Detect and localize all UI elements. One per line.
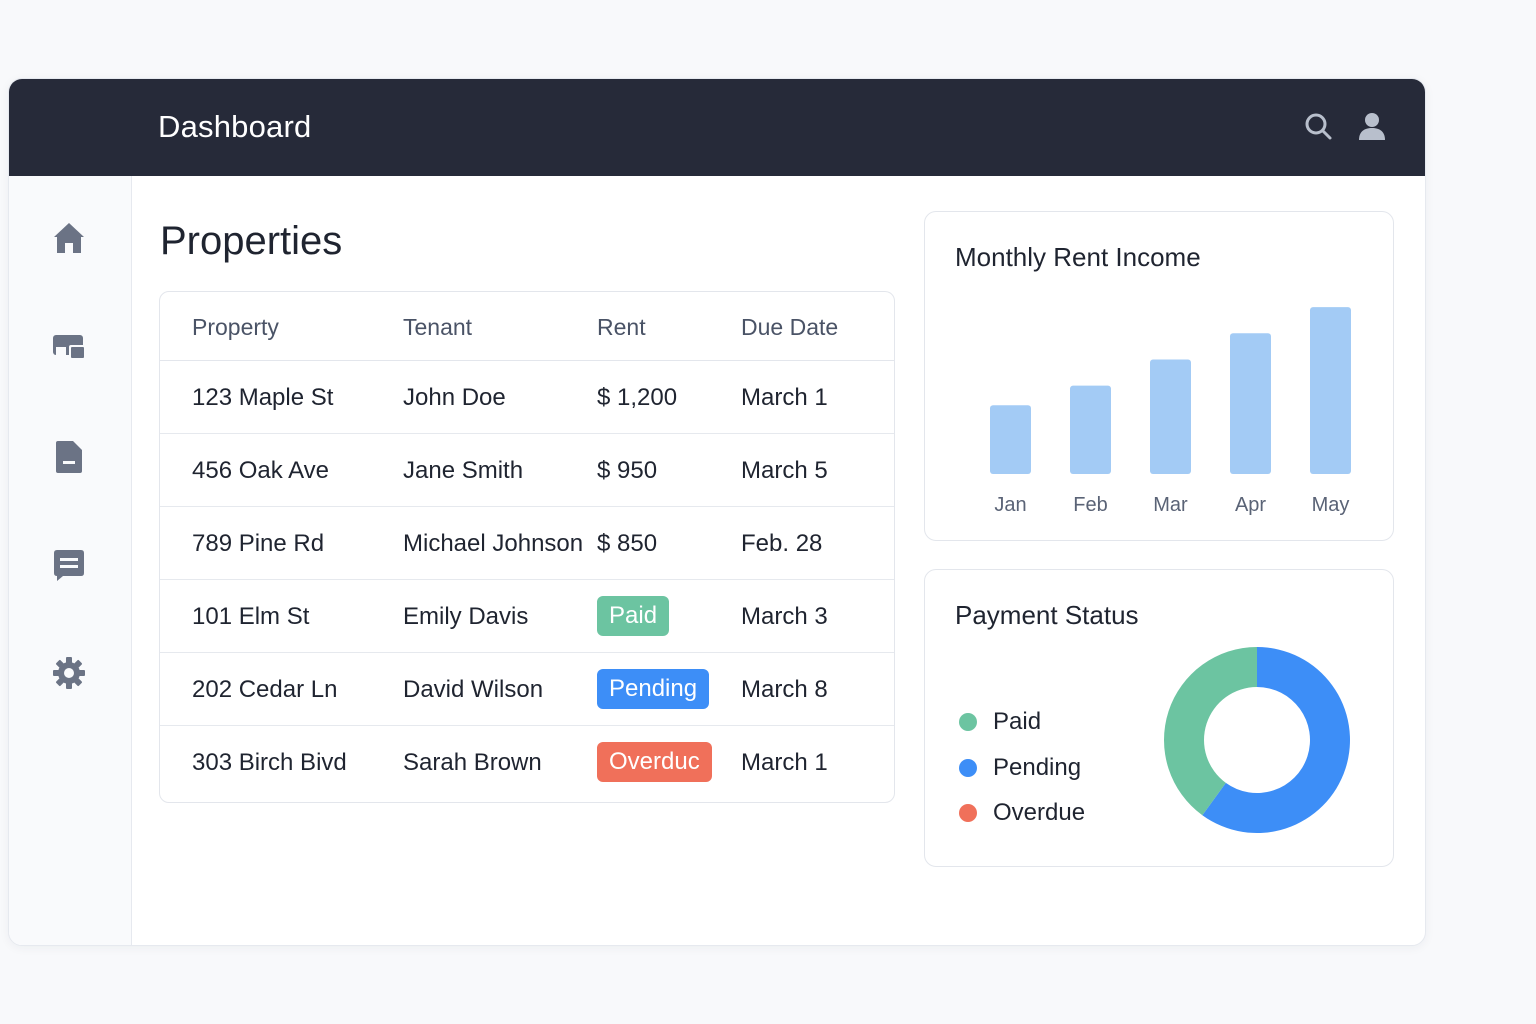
column-header-tenant[interactable]: Tenant — [403, 314, 473, 340]
donut-slice-paid[interactable] — [1164, 647, 1257, 816]
top-bar: Dashboard — [9, 79, 1425, 176]
due-date-cell: March 1 — [741, 749, 828, 776]
table-row[interactable]: 789 Pine Rd Michael Johnson $ 850 Feb. 2… — [160, 507, 894, 580]
legend-label: Paid — [993, 708, 1042, 735]
legend-dot-paid — [959, 713, 977, 731]
bar-jan[interactable] — [990, 405, 1031, 474]
column-header-rent[interactable]: Rent — [597, 314, 646, 340]
user-icon[interactable] — [1356, 110, 1388, 142]
payment-status-card: Payment Status Paid Pending Overdue — [924, 569, 1394, 867]
x-tick-label: Mar — [1153, 494, 1188, 516]
payment-card-title: Payment Status — [955, 600, 1139, 630]
document-icon[interactable] — [49, 437, 89, 477]
tenant-cell: Jane Smith — [403, 457, 524, 484]
messages-icon[interactable] — [49, 545, 89, 585]
rent-cell: $ 950 — [597, 457, 658, 484]
due-date-cell: March 8 — [741, 676, 828, 703]
x-tick-label: Jan — [994, 494, 1026, 516]
properties-table: Property Tenant Rent Due Date 123 Maple … — [159, 291, 895, 803]
table-row[interactable]: 101 Elm St Emily Davis Paid March 3 — [160, 580, 894, 653]
table-row[interactable]: 456 Oak Ave Jane Smith $ 950 March 5 — [160, 434, 894, 507]
donut-slice-pending[interactable] — [1202, 647, 1350, 833]
property-cell: 456 Oak Ave — [192, 457, 329, 484]
due-date-cell: Feb. 28 — [741, 530, 823, 557]
property-cell: 101 Elm St — [192, 603, 310, 630]
property-cell: 789 Pine Rd — [192, 530, 325, 557]
due-date-cell: March 1 — [741, 384, 828, 411]
app-window: Dashboard — [8, 78, 1426, 946]
app-title: Dashboard — [158, 109, 312, 144]
rent-bar-chart: Jan Feb Mar Apr May — [990, 307, 1351, 516]
table-row[interactable]: 202 Cedar Ln David Wilson Pending March … — [160, 653, 894, 726]
x-tick-label: May — [1312, 494, 1350, 516]
monthly-rent-card: Monthly Rent Income Jan Feb Mar Apr May — [924, 211, 1394, 541]
legend-label: Pending — [993, 754, 1082, 781]
bar-mar[interactable] — [1150, 359, 1191, 474]
due-date-cell: March 5 — [741, 457, 828, 484]
rent-card-title: Monthly Rent Income — [955, 242, 1201, 272]
legend-item-paid: Paid — [959, 708, 1041, 736]
tenant-cell: Michael Johnson — [403, 530, 584, 557]
status-badge-pending: Pending — [597, 669, 710, 709]
bar-may[interactable] — [1310, 307, 1351, 474]
column-header-due-date[interactable]: Due Date — [741, 314, 839, 340]
bar-apr[interactable] — [1230, 333, 1271, 474]
property-cell: 123 Maple St — [192, 384, 334, 411]
legend-item-overdue: Overdue — [959, 799, 1085, 827]
tenant-cell: Emily Davis — [403, 603, 529, 630]
payment-donut-chart — [1164, 647, 1350, 833]
home-icon[interactable] — [49, 218, 89, 258]
bar-feb[interactable] — [1070, 385, 1111, 474]
due-date-cell: March 3 — [741, 603, 828, 630]
properties-icon[interactable] — [49, 327, 89, 367]
search-icon[interactable] — [1302, 110, 1334, 142]
tenant-cell: David Wilson — [403, 676, 544, 703]
legend-label: Overdue — [993, 799, 1086, 826]
status-badge-paid: Paid — [597, 596, 670, 636]
x-tick-label: Apr — [1235, 494, 1266, 516]
table-row[interactable]: 303 Birch Bivd Sarah Brown Overduc March… — [160, 726, 894, 799]
status-badge-overdue: Overduc — [597, 742, 712, 782]
legend-dot-pending — [959, 759, 977, 777]
rent-cell: $ 1,200 — [597, 384, 678, 411]
legend-dot-overdue — [959, 804, 977, 822]
tenant-cell: Sarah Brown — [403, 749, 542, 776]
gear-icon[interactable] — [49, 653, 89, 693]
page-title: Properties — [160, 219, 343, 263]
x-tick-label: Feb — [1073, 494, 1107, 516]
table-row[interactable]: 123 Maple St John Doe $ 1,200 March 1 — [160, 361, 894, 434]
table-header: Property Tenant Rent Due Date — [160, 292, 894, 361]
property-cell: 202 Cedar Ln — [192, 676, 338, 703]
tenant-cell: John Doe — [403, 384, 506, 411]
rent-cell: $ 850 — [597, 530, 658, 557]
property-cell: 303 Birch Bivd — [192, 749, 347, 776]
legend-item-pending: Pending — [959, 754, 1081, 782]
column-header-property[interactable]: Property — [192, 314, 279, 340]
sidebar — [9, 176, 132, 945]
